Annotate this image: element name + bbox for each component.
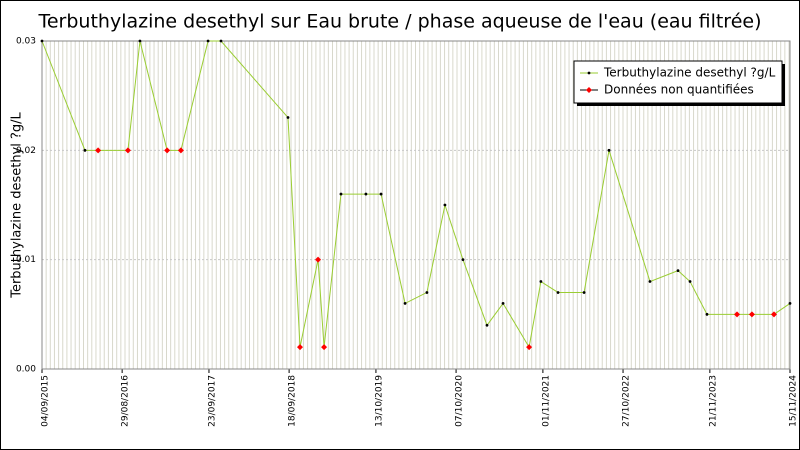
non-quantified-point xyxy=(321,344,328,351)
data-point xyxy=(676,269,680,272)
legend-marker xyxy=(587,71,591,75)
legend-marker xyxy=(586,87,592,93)
x-tick-label: 29/08/2016 xyxy=(121,375,131,427)
data-point xyxy=(379,192,383,196)
data-point xyxy=(206,39,210,43)
x-tick-label: 21/11/2023 xyxy=(708,375,718,427)
data-point xyxy=(582,291,586,294)
non-quantified-point xyxy=(734,311,741,318)
data-point xyxy=(705,312,709,316)
legend-label: Terbuthylazine desethyl ?g/L xyxy=(603,66,776,80)
x-tick-label: 23/09/2017 xyxy=(207,375,217,427)
data-point xyxy=(425,291,429,294)
x-tick-label: 18/09/2018 xyxy=(288,375,298,427)
non-quantified-point xyxy=(164,147,171,154)
non-quantified-point xyxy=(526,344,533,351)
y-tick-label: 0.03 xyxy=(16,37,36,47)
data-point xyxy=(539,280,543,283)
data-point xyxy=(485,323,489,327)
non-quantified-point xyxy=(770,311,777,318)
x-tick-label: 04/09/2015 xyxy=(41,375,51,427)
legend-label: Données non quantifiées xyxy=(604,83,754,97)
data-point xyxy=(443,203,447,207)
data-point xyxy=(219,39,223,43)
x-tick-label: 27/10/2022 xyxy=(622,375,632,427)
data-point xyxy=(501,302,505,305)
legend-box xyxy=(573,60,783,104)
y-axis-label: Terbuthylazine desethyl ?g/L xyxy=(10,111,25,298)
data-point xyxy=(788,302,792,305)
data-point xyxy=(688,280,692,283)
chart-title: Terbuthylazine desethyl sur Eau brute / … xyxy=(37,11,761,33)
x-tick-label: 07/10/2020 xyxy=(455,375,465,427)
data-point xyxy=(138,39,142,43)
legend: Terbuthylazine desethyl ?g/L Données non … xyxy=(573,60,785,106)
y-tick-label: 0.01 xyxy=(16,255,36,265)
data-point xyxy=(607,148,611,152)
non-quantified-point xyxy=(297,344,304,351)
non-quantified-point xyxy=(177,147,184,154)
data-point xyxy=(83,148,87,152)
data-point xyxy=(403,302,407,305)
plot-border xyxy=(41,40,791,370)
data-point xyxy=(40,39,44,43)
x-tick-label: 01/11/2021 xyxy=(541,375,551,427)
data-point xyxy=(556,291,560,294)
y-tick-label: 0.02 xyxy=(16,146,36,156)
x-tick-label: 13/10/2019 xyxy=(374,375,384,427)
y-tick-label: 0.00 xyxy=(16,365,36,375)
non-quantified-point xyxy=(315,256,322,263)
data-point xyxy=(286,116,290,119)
x-tick-label: 15/11/2024 xyxy=(789,375,799,427)
non-quantified-point xyxy=(124,147,131,154)
non-quantified-point xyxy=(748,311,755,318)
data-point xyxy=(364,192,368,196)
data-point xyxy=(339,192,343,196)
data-point xyxy=(648,280,652,283)
non-quantified-point xyxy=(95,147,102,154)
data-point xyxy=(461,258,465,262)
